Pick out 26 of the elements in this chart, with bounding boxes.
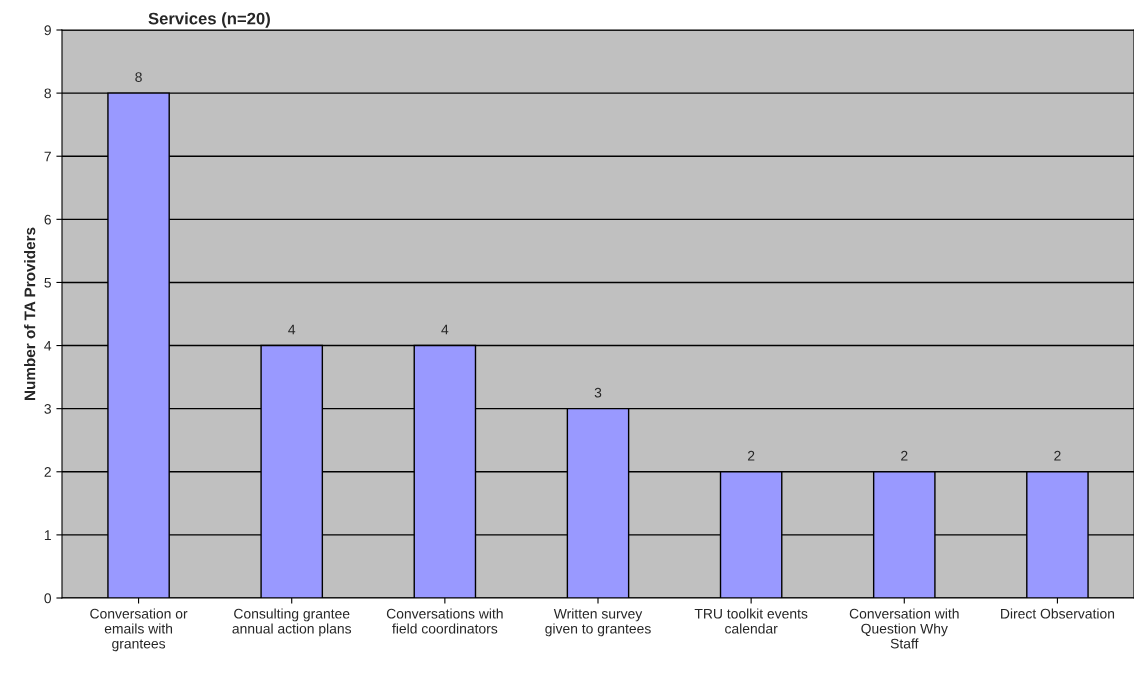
y-axis-title: Number of TA Providers	[24, 227, 36, 400]
data-label: 2	[901, 450, 908, 461]
data-label: 3	[594, 387, 602, 398]
x-tick-label: Consulting grantee annual action plans	[232, 608, 352, 637]
data-label: 2	[747, 450, 755, 461]
x-tick-label: Direct Observation	[1001, 608, 1115, 619]
x-tick-label: Written survey given to grantees	[545, 608, 651, 637]
y-tick-label: 0	[44, 593, 52, 604]
y-tick-label: 8	[44, 88, 51, 99]
y-tick-label: 1	[44, 530, 51, 540]
y-tick-label: 9	[44, 25, 51, 36]
y-tick-label: 5	[44, 277, 51, 288]
y-tick-label: 3	[44, 404, 51, 414]
chart-title: Services (n=20)	[148, 12, 270, 28]
x-tick-label: Conversations with field coordinators	[386, 608, 503, 634]
y-tick-label: 6	[44, 214, 51, 225]
data-label: 2	[1054, 450, 1061, 461]
y-tick-label: 7	[44, 151, 51, 162]
y-tick-label: 4	[44, 341, 52, 351]
y-tick-label: 2	[44, 467, 51, 477]
x-tick-label: TRU toolkit events calendar	[694, 608, 808, 634]
data-label: 4	[441, 324, 449, 335]
x-tick-label: Conversation or emails with grantees	[90, 608, 188, 652]
data-label: 8	[135, 72, 142, 83]
data-label: 4	[288, 324, 296, 335]
x-tick-label: Conversation with Question Why Staff	[849, 608, 959, 649]
